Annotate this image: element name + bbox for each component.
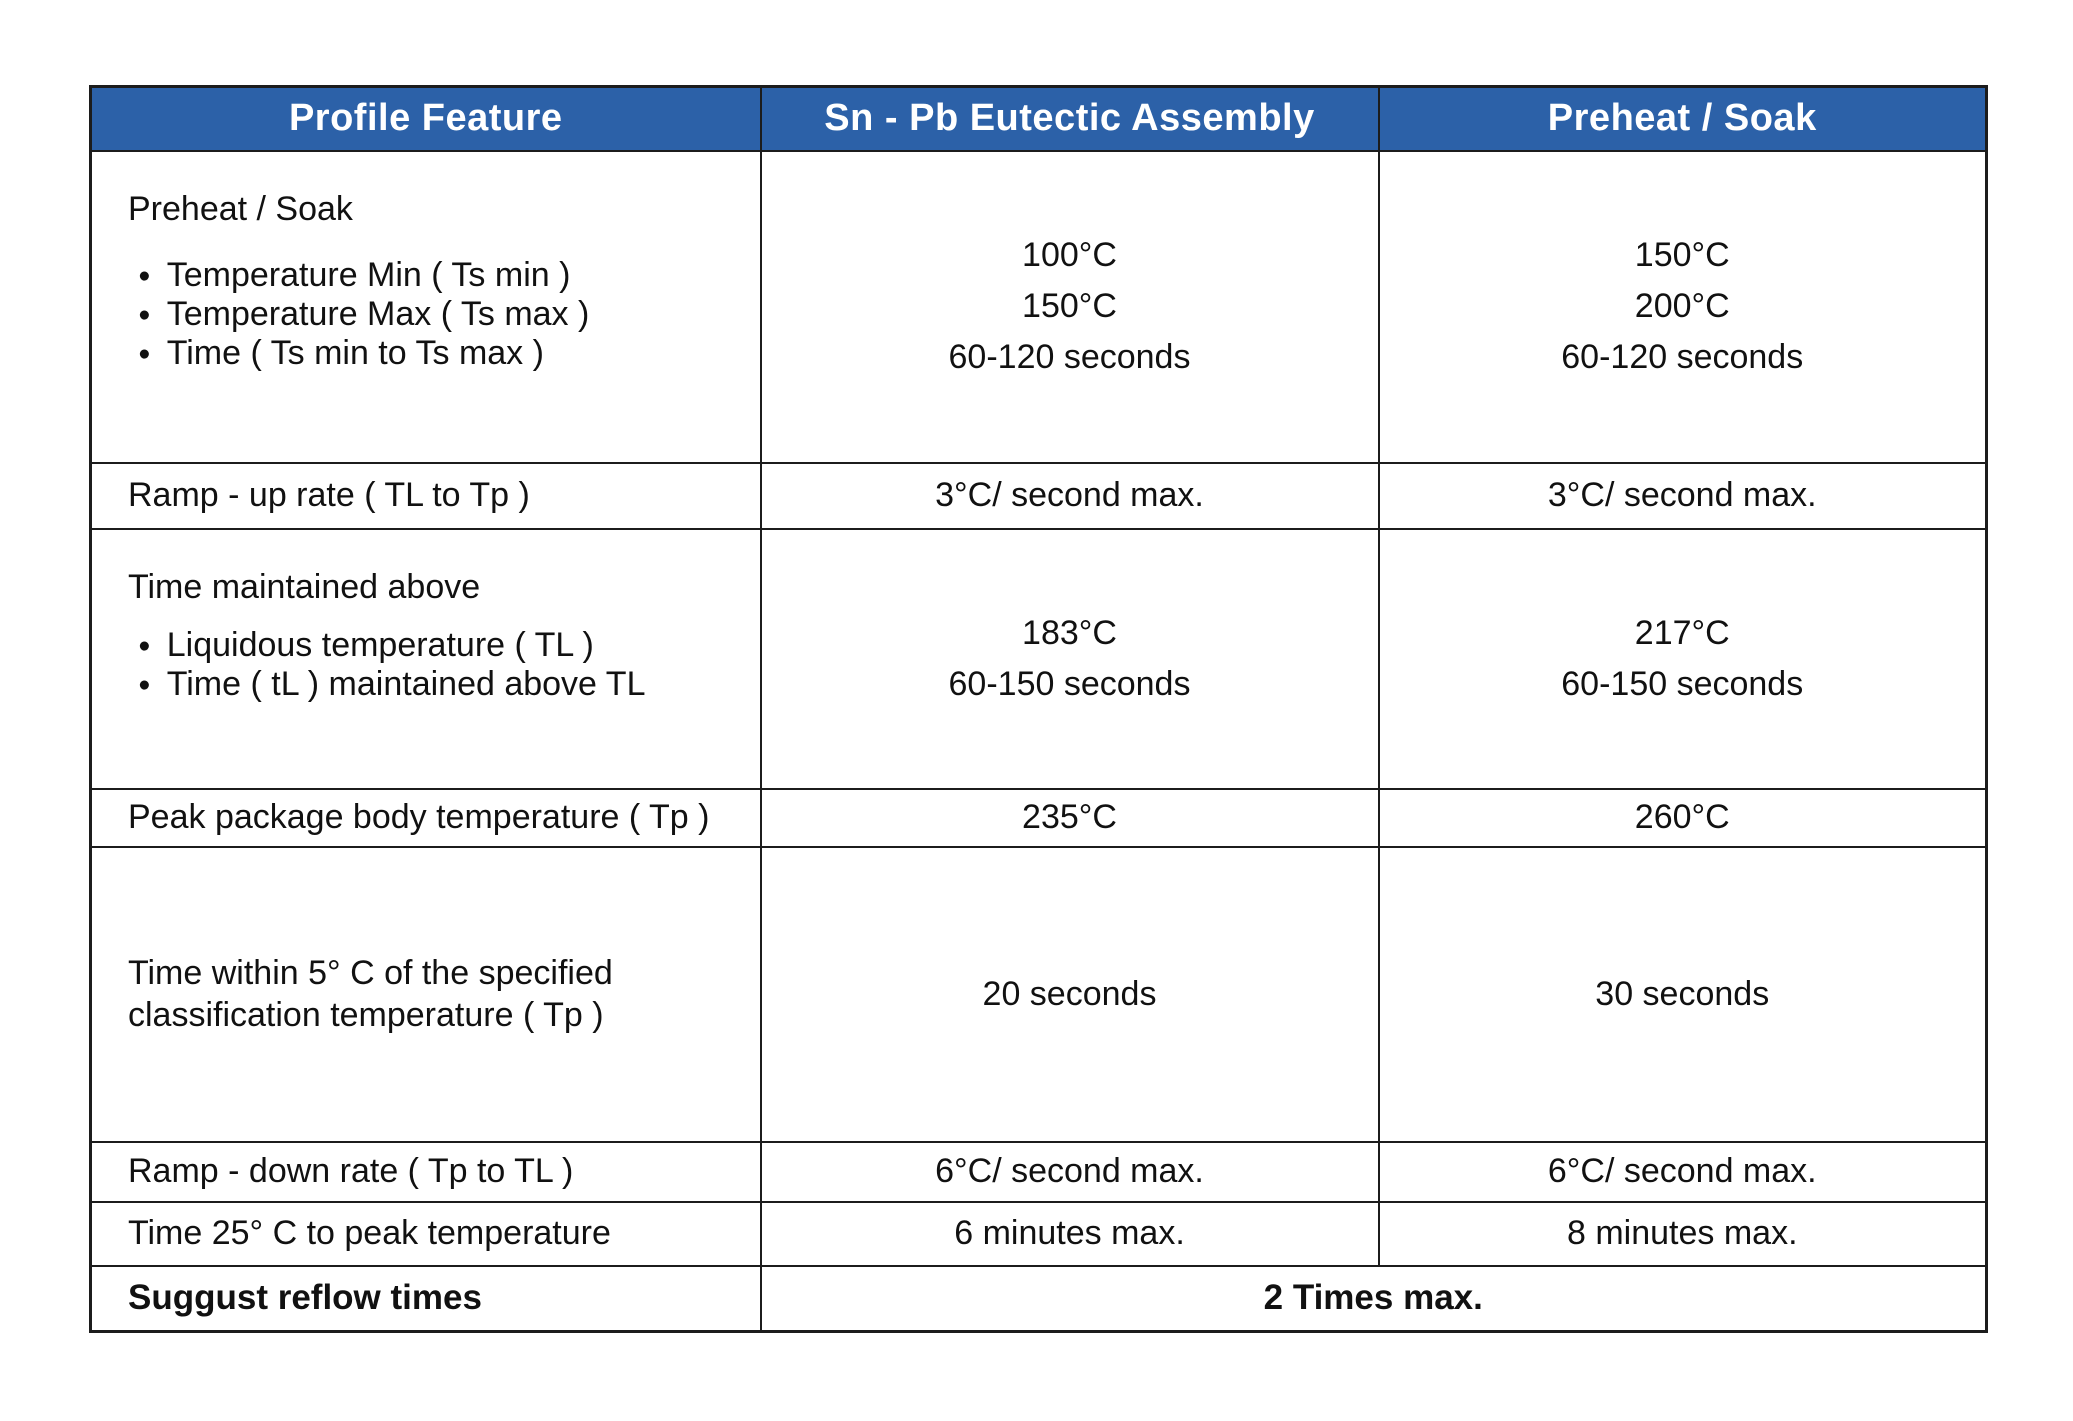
- feature-title: Preheat / Soak: [128, 189, 353, 228]
- bullet-item: Liquidous temperature ( TL ): [128, 626, 710, 665]
- value-line: 150°C: [1022, 287, 1117, 325]
- table-row-ramp-down-rate: Ramp - down rate ( Tp to TL ) 6°C/ secon…: [89, 1140, 1988, 1203]
- preheat-value-cell: 150°C 200°C 60-120 seconds: [1377, 149, 1988, 464]
- bullet-item: Temperature Max ( Ts max ): [128, 295, 710, 334]
- preheat-value-cell: 217°C 60-150 seconds: [1377, 527, 1988, 790]
- snpb-value-cell: 100°C 150°C 60-120 seconds: [759, 149, 1380, 464]
- header-cell-snpb-eutectic-assembly: Sn - Pb Eutectic Assembly: [759, 85, 1380, 152]
- header-row: Profile Feature Sn - Pb Eutectic Assembl…: [89, 85, 1988, 152]
- feature-cell: Ramp - up rate ( TL to Tp ): [89, 461, 762, 530]
- table-row-suggest-reflow-times: Suggust reflow times 2 Times max.: [89, 1264, 1988, 1333]
- feature-cell: Suggust reflow times: [89, 1264, 762, 1333]
- value-line: 100°C: [1022, 236, 1117, 274]
- value-line: 60-150 seconds: [1561, 664, 1804, 703]
- table-row-time-maintained-above: Time maintained above Liquidous temperat…: [89, 527, 1988, 790]
- feature-cell: Ramp - down rate ( Tp to TL ): [89, 1140, 762, 1203]
- preheat-value-cell: 3°C/ second max.: [1377, 461, 1988, 530]
- value-line: 150°C: [1634, 236, 1730, 274]
- reflow-profile-table: Profile Feature Sn - Pb Eutectic Assembl…: [89, 85, 1988, 1333]
- value-line: 183°C: [1022, 613, 1117, 652]
- value-line: 217°C: [1634, 613, 1730, 652]
- value-line: 60-120 seconds: [1561, 338, 1804, 376]
- feature-cell: Time within 5° C of the specified classi…: [89, 845, 762, 1143]
- feature-cell: Peak package body temperature ( Tp ): [89, 787, 762, 848]
- preheat-value-cell: 30 seconds: [1377, 845, 1988, 1143]
- header-cell-profile-feature: Profile Feature: [89, 85, 762, 152]
- feature-cell: Preheat / Soak Temperature Min ( Ts min …: [89, 149, 762, 464]
- snpb-value-cell: 3°C/ second max.: [759, 461, 1380, 530]
- bullet-item: Temperature Min ( Ts min ): [128, 256, 710, 295]
- feature-cell: Time maintained above Liquidous temperat…: [89, 527, 762, 790]
- table-row-preheat-soak: Preheat / Soak Temperature Min ( Ts min …: [89, 149, 1988, 464]
- header-cell-preheat-soak: Preheat / Soak: [1377, 85, 1988, 152]
- snpb-value-cell: 235°C: [759, 787, 1380, 848]
- merged-value-cell: 2 Times max.: [759, 1264, 1988, 1333]
- value-line: 60-120 seconds: [948, 338, 1191, 376]
- value-line: 200°C: [1634, 287, 1730, 325]
- preheat-value-cell: 6°C/ second max.: [1377, 1140, 1988, 1203]
- snpb-value-cell: 20 seconds: [759, 845, 1380, 1143]
- snpb-value-cell: 183°C 60-150 seconds: [759, 527, 1380, 790]
- preheat-value-cell: 8 minutes max.: [1377, 1200, 1988, 1267]
- bullet-item: Time ( tL ) maintained above TL: [128, 665, 710, 704]
- snpb-value-cell: 6°C/ second max.: [759, 1140, 1380, 1203]
- table-row-ramp-up-rate: Ramp - up rate ( TL to Tp ) 3°C/ second …: [89, 461, 1988, 530]
- preheat-value-cell: 260°C: [1377, 787, 1988, 848]
- snpb-value-cell: 6 minutes max.: [759, 1200, 1380, 1267]
- bullet-item: Time ( Ts min to Ts max ): [128, 334, 710, 373]
- value-line: 60-150 seconds: [948, 664, 1191, 703]
- feature-cell: Time 25° C to peak temperature: [89, 1200, 762, 1267]
- table-row-time-25c-to-peak: Time 25° C to peak temperature 6 minutes…: [89, 1200, 1988, 1267]
- feature-title: Time maintained above: [128, 567, 481, 606]
- table-row-time-within-5c: Time within 5° C of the specified classi…: [89, 845, 1988, 1143]
- table-row-peak-package-body-temperature: Peak package body temperature ( Tp ) 235…: [89, 787, 1988, 848]
